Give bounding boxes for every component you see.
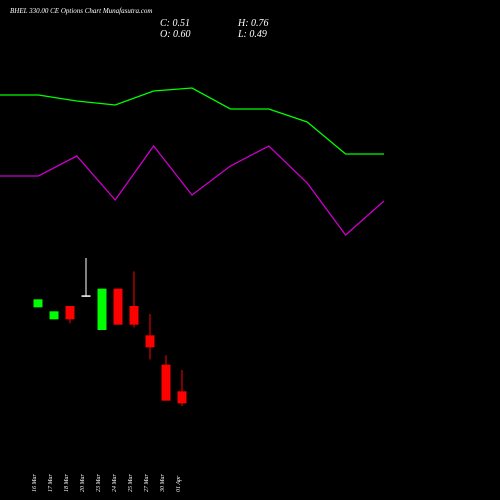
candle-body (49, 311, 59, 320)
stat-open: O: 0.60 (160, 29, 191, 40)
line-series (0, 144, 385, 236)
x-tick-label: 18 Mar (64, 474, 70, 492)
line-series (0, 87, 384, 155)
x-tick-label: 01 Apr (176, 475, 182, 492)
candle-body (65, 306, 75, 320)
candle-body (33, 299, 43, 308)
x-tick-label: 27 Mar (144, 474, 150, 492)
x-tick-label: 17 Mar (48, 474, 54, 492)
candle-body (97, 288, 107, 330)
candle-body (129, 306, 139, 325)
x-tick-label: 24 Mar (111, 474, 118, 492)
x-tick-label: 23 Mar (96, 474, 102, 492)
x-tick-label: 20 Mar (80, 474, 86, 492)
x-tick-label: 30 Mar (160, 474, 166, 493)
x-tick-label: 25 Mar (128, 474, 134, 492)
stat-high: H: 0.76 (237, 18, 269, 29)
stat-close: C: 0.51 (160, 18, 190, 29)
chart-title: BHEL 330.00 CE Options Chart Munafasutra… (10, 7, 152, 15)
candle-body (145, 335, 155, 348)
candle-body (177, 391, 187, 404)
x-tick-label: 16 Mar (32, 474, 38, 492)
candle-body (113, 288, 123, 325)
candle-body (161, 364, 171, 401)
candle-body (81, 295, 91, 297)
stat-low: L: 0.49 (237, 29, 267, 40)
